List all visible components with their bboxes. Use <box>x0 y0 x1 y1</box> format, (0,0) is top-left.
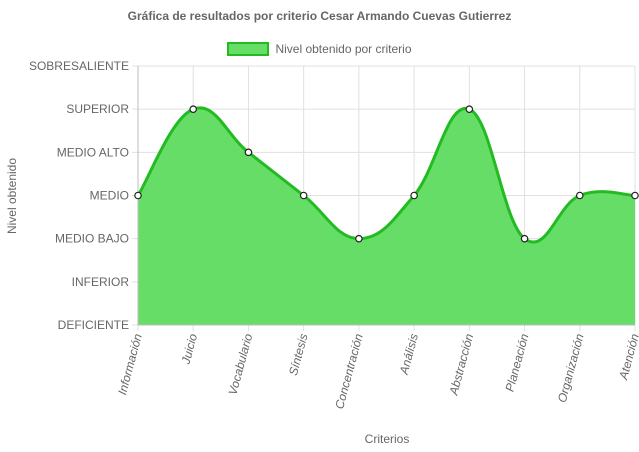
chart-title: Gráfica de resultados por criterio Cesar… <box>127 9 512 23</box>
series-line <box>136 106 636 244</box>
x-tick-label: Concentración <box>332 332 366 411</box>
legend-label: Nivel obtenido por criterio <box>275 42 412 56</box>
data-point[interactable] <box>410 191 418 200</box>
y-axis-label: Nivel obtenido <box>5 158 19 234</box>
data-point[interactable] <box>520 234 529 243</box>
data-point[interactable] <box>575 191 584 200</box>
x-tick-label: Planeación <box>503 332 532 393</box>
y-tick-label: DEFICIENTE <box>58 318 129 332</box>
x-tick-label: Vocabulario <box>226 332 256 397</box>
data-point[interactable] <box>355 234 363 243</box>
data-point[interactable] <box>465 105 474 113</box>
series-area <box>136 106 636 325</box>
data-point[interactable] <box>631 191 639 200</box>
x-tick-label: Atención <box>616 332 639 382</box>
x-tick-label: Organización <box>555 332 587 404</box>
y-tick-label: MEDIO BAJO <box>55 232 129 246</box>
y-tick-label: MEDIO <box>90 189 129 203</box>
data-point[interactable] <box>189 105 198 113</box>
y-tick-label: SUPERIOR <box>66 102 129 116</box>
data-point[interactable] <box>299 191 308 200</box>
x-tick-label: Análisis <box>397 332 421 377</box>
data-point[interactable] <box>134 191 142 200</box>
data-points <box>134 105 639 243</box>
legend-swatch <box>227 42 270 56</box>
x-tick-label: Juicio <box>178 332 200 367</box>
chart-legend[interactable]: Nivel obtenido por criterio <box>0 42 639 56</box>
x-axis-label: Criterios <box>365 432 410 446</box>
y-tick-label: MEDIO ALTO <box>57 145 129 159</box>
series-area-fill <box>138 107 635 325</box>
x-tick-label: Abstracción <box>446 332 476 397</box>
data-point[interactable] <box>244 148 253 157</box>
x-tick-label: Información <box>115 332 145 396</box>
y-tick-label: SOBRESALIENTE <box>29 59 129 73</box>
y-tick-label: INFERIOR <box>72 275 130 289</box>
x-tick-label: Síntesis <box>286 332 311 377</box>
